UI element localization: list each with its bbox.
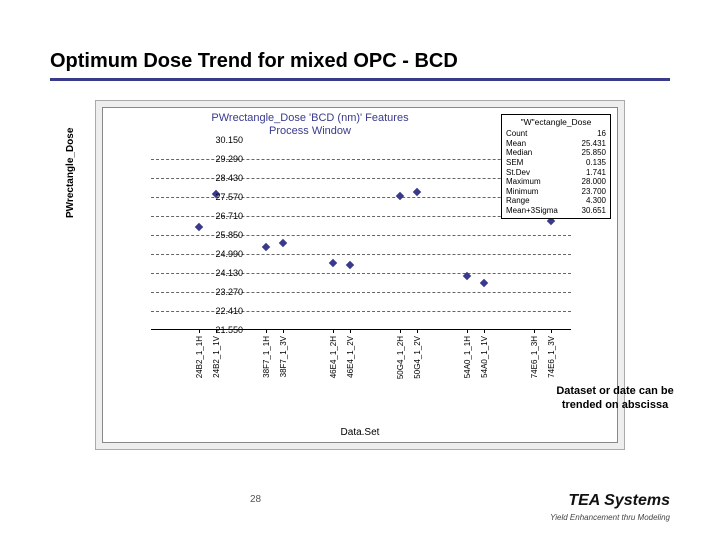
stats-row: Count 16: [506, 129, 606, 139]
xtick-label: 54A0_1_1H: [463, 336, 472, 378]
xtick-label: 46E4_1_2V: [346, 336, 355, 378]
xtick-label: 38F7_1_3V: [279, 336, 288, 377]
stats-header: "W"ectangle_Dose: [506, 117, 606, 127]
data-marker: [346, 261, 354, 269]
stats-label: SEM: [506, 158, 523, 168]
data-marker: [413, 188, 421, 196]
footer-brand: TEA Systems: [568, 492, 670, 510]
footer-brand-tea: TEA: [568, 492, 599, 509]
chart-title-line1: PWrectangle_Dose 'BCD (nm)' Features: [211, 112, 408, 124]
stats-label: Mean: [506, 139, 526, 149]
stats-label: Range: [506, 196, 530, 206]
stats-label: Mean+3Sigma: [506, 206, 558, 216]
ytick-label: 24.990: [199, 249, 243, 259]
stats-row: SEM 0.135: [506, 158, 606, 168]
xtick-label: 74E6_1_3H: [530, 336, 539, 378]
footer-tagline: Yield Enhancement thru Modeling: [550, 513, 670, 522]
ytick-label: 25.850: [199, 230, 243, 240]
data-marker: [396, 192, 404, 200]
slide-title: Optimum Dose Trend for mixed OPC - BCD: [50, 50, 458, 73]
ytick-label: 29.290: [199, 154, 243, 164]
stats-box: "W"ectangle_Dose Count16Mean25.431Median…: [501, 114, 611, 219]
ytick-label: 26.710: [199, 211, 243, 221]
ytick-label: 24.130: [199, 268, 243, 278]
xtick: [333, 329, 334, 333]
xtick-label: 74E6_1_3V: [547, 336, 556, 378]
stats-row: Minimum 23.700: [506, 187, 606, 197]
chart-title-line2: Process Window: [269, 125, 351, 137]
xtick-label: 50G4_1_2H: [396, 336, 405, 379]
stats-label: Median: [506, 148, 532, 158]
xtick-label: 54A0_1_1V: [480, 336, 489, 378]
ytick-label: 28.430: [199, 173, 243, 183]
stats-value: 0.135: [586, 158, 606, 168]
yaxis-label: PWrectangle_Dose: [65, 128, 76, 218]
xtick-label: 24B2_1_1H: [195, 336, 204, 378]
xtick: [400, 329, 401, 333]
stats-value: 4.300: [586, 196, 606, 206]
stats-value: 28.000: [582, 177, 606, 187]
stats-row: Maximum 28.000: [506, 177, 606, 187]
stats-label: Minimum: [506, 187, 538, 197]
stats-row: Range 4.300: [506, 196, 606, 206]
stats-value: 16: [597, 129, 606, 139]
data-marker: [480, 278, 488, 286]
callout-text: Dataset or date can be trended on abscis…: [555, 385, 675, 413]
stats-value: 30.651: [582, 206, 606, 216]
data-marker: [279, 238, 287, 246]
xtick: [350, 329, 351, 333]
chart-container: PWrectangle_Dose 'BCD (nm)' Features Pro…: [95, 100, 625, 450]
stats-label: Count: [506, 129, 527, 139]
chart-title: PWrectangle_Dose 'BCD (nm)' Features Pro…: [103, 112, 517, 138]
stats-value: 25.431: [582, 139, 606, 149]
data-marker: [329, 258, 337, 266]
xtick-label: 38F7_1_1H: [262, 336, 271, 378]
stats-row: Mean+3Sigma 30.651: [506, 206, 606, 216]
xtick: [283, 329, 284, 333]
xtick: [551, 329, 552, 333]
data-marker: [262, 243, 270, 251]
stats-value: 1.741: [586, 168, 606, 178]
chart-plot: PWrectangle_Dose 'BCD (nm)' Features Pro…: [102, 107, 618, 443]
stats-value: 25.850: [582, 148, 606, 158]
stats-label: St.Dev: [506, 168, 530, 178]
xaxis-label: Data.Set: [103, 427, 617, 438]
footer-brand-sys: Systems: [600, 492, 670, 509]
xtick: [417, 329, 418, 333]
stats-row: Mean 25.431: [506, 139, 606, 149]
ytick-label: 27.570: [199, 192, 243, 202]
stats-label: Maximum: [506, 177, 541, 187]
xtick-label: 46E4_1_2H: [329, 336, 338, 378]
ytick-label: 30.150: [199, 135, 243, 145]
xtick: [534, 329, 535, 333]
xtick: [266, 329, 267, 333]
stats-row: Median 25.850: [506, 148, 606, 158]
xtick-label: 50G4_1_2V: [413, 336, 422, 379]
xtick: [467, 329, 468, 333]
title-underline: [50, 78, 670, 81]
page-number: 28: [250, 494, 261, 505]
stats-row: St.Dev 1.741: [506, 168, 606, 178]
ytick-label: 22.410: [199, 306, 243, 316]
xtick-label: 24B2_1_1V: [212, 336, 221, 378]
ytick-label: 21.550: [199, 325, 243, 335]
xtick: [484, 329, 485, 333]
ytick-label: 23.270: [199, 287, 243, 297]
stats-value: 23.700: [582, 187, 606, 197]
